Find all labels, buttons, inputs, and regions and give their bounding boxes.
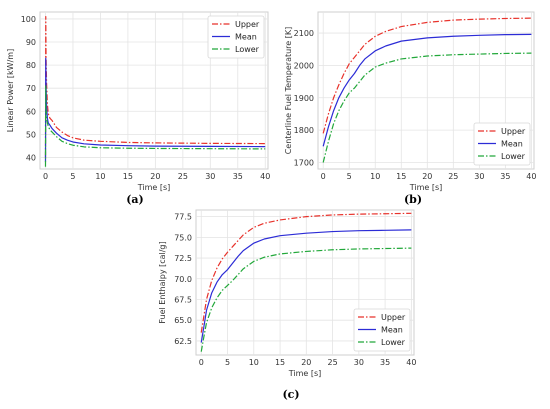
legend-box: [473, 122, 531, 166]
series-line-upper: [44, 16, 266, 158]
x-tick-label: 40: [406, 358, 416, 367]
x-tick-label: 25: [178, 172, 188, 181]
y-axis-label: Fuel Enthalpy [cal/g]: [158, 241, 167, 323]
x-tick-label: 10: [95, 172, 105, 181]
caption-c: (c): [282, 388, 299, 401]
y-tick-label: 80: [26, 61, 36, 70]
x-tick-label: 15: [396, 172, 406, 181]
x-tick-label: 35: [380, 358, 390, 367]
series-line-lower: [322, 52, 532, 163]
x-tick-label: 0: [321, 172, 326, 181]
y-tick-label: 70.0: [174, 275, 192, 284]
x-tick-label: 15: [123, 172, 133, 181]
y-tick-label: 100: [21, 15, 36, 24]
legend-label-lower: Lower: [381, 338, 406, 347]
series-line-upper: [200, 212, 412, 333]
caption-a: (a): [126, 193, 144, 206]
y-tick-label: 62.5: [174, 337, 192, 346]
x-tick-label: 5: [70, 172, 75, 181]
y-tick-label: 70: [26, 84, 36, 93]
series-line-mean: [200, 229, 412, 343]
x-tick-label: 25: [327, 358, 337, 367]
y-tick-label: 65.0: [174, 316, 192, 325]
series-line-lower: [44, 85, 266, 167]
chart-panel-c: 0 5 10 15 20 25 30 35 40 62.5 65.0 67.5 70.0 72.5 75.0…: [158, 209, 416, 378]
chart-panel-a: 0 5 10 15 20 25 30 35 40 40 50 60 70 80 90 100 Time [s] L…: [6, 11, 270, 192]
legend: Upper Mean Lower: [473, 122, 531, 166]
x-tick-label: 0: [43, 172, 48, 181]
y-tick-label: 72.5: [174, 254, 192, 263]
x-tick-label: 35: [500, 172, 510, 181]
x-tick-label: 10: [249, 358, 259, 367]
legend-label-upper: Upper: [381, 313, 406, 322]
x-tick-label: 30: [205, 172, 215, 181]
legend-label-mean: Mean: [501, 140, 523, 149]
y-axis-label: Linear Power [kW/m]: [6, 49, 15, 132]
y-axis-label: Centerline Fuel Temperature [K]: [284, 27, 293, 155]
legend-label-mean: Mean: [381, 326, 403, 335]
y-tick-label: 67.5: [174, 295, 192, 304]
legend-label-upper: Upper: [235, 20, 260, 29]
x-tick-label: 35: [233, 172, 243, 181]
series-line-lower: [200, 247, 412, 352]
x-tick-label: 15: [275, 358, 285, 367]
y-tick-label: 50: [26, 130, 36, 139]
series-line-mean: [322, 33, 532, 147]
x-tick-label: 25: [448, 172, 458, 181]
y-tick-label: 1900: [294, 94, 314, 103]
x-tick-label: 5: [225, 358, 230, 367]
x-tick-label: 5: [347, 172, 352, 181]
x-axis-label: Time [s]: [137, 183, 171, 192]
y-tick-label: 2100: [294, 29, 314, 38]
series-line-upper: [322, 17, 532, 134]
x-tick-label: 20: [150, 172, 160, 181]
x-tick-label: 10: [370, 172, 380, 181]
legend: Upper Mean Lower: [207, 15, 265, 59]
y-tick-label: 1800: [294, 126, 314, 135]
legend-label-lower: Lower: [501, 152, 526, 161]
legend-box: [207, 15, 265, 59]
legend-label-lower: Lower: [235, 45, 260, 54]
legend-box: [353, 308, 411, 352]
x-tick-label: 40: [260, 172, 270, 181]
x-axis-label: Time [s]: [288, 369, 322, 378]
x-tick-label: 30: [354, 358, 364, 367]
x-tick-label: 20: [301, 358, 311, 367]
x-tick-label: 30: [474, 172, 484, 181]
caption-b: (b): [404, 193, 422, 206]
y-tick-label: 77.5: [174, 213, 192, 222]
chart-panel-b: 0 5 10 15 20 25 30 35 40 1700 1800 1900 2000 2100 Time…: [284, 11, 536, 192]
y-tick-label: 2000: [294, 61, 314, 70]
legend: Upper Mean Lower: [353, 308, 411, 352]
y-tick-label: 1700: [294, 159, 314, 168]
legend-label-upper: Upper: [501, 127, 526, 136]
x-tick-label: 40: [526, 172, 536, 181]
y-tick-label: 40: [26, 153, 36, 162]
x-tick-label: 20: [422, 172, 432, 181]
x-axis-label: Time [s]: [409, 183, 443, 192]
y-tick-label: 60: [26, 107, 36, 116]
legend-label-mean: Mean: [235, 33, 257, 42]
y-tick-label: 75.0: [174, 233, 192, 242]
x-tick-label: 0: [199, 358, 204, 367]
y-tick-label: 90: [26, 38, 36, 47]
